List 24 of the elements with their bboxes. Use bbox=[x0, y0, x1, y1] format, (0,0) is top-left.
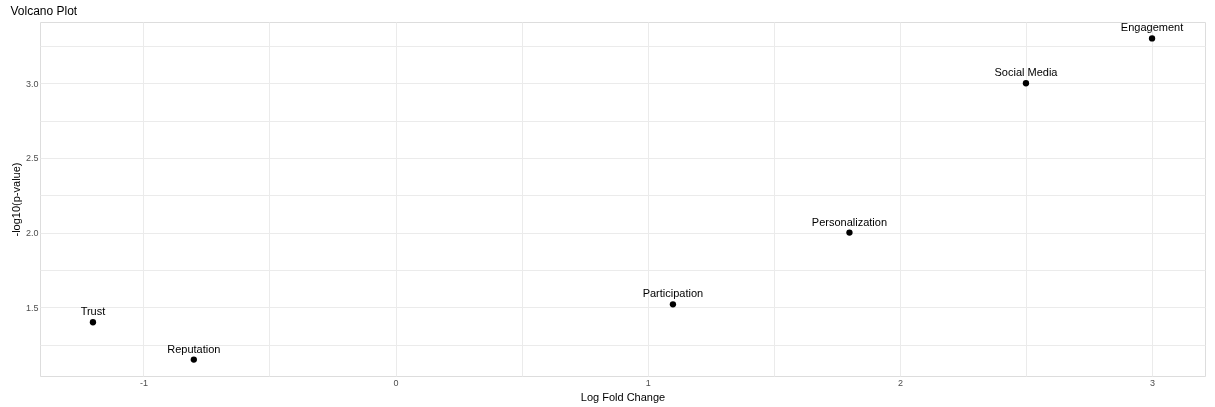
point bbox=[846, 229, 853, 236]
x-tick-label: 3 bbox=[1150, 377, 1156, 388]
chart-title: Volcano Plot bbox=[10, 4, 78, 18]
annotation: Personalization bbox=[811, 215, 888, 228]
annotation: Engagement bbox=[1120, 21, 1184, 34]
point bbox=[669, 301, 677, 308]
y-tick-label: 2.0 bbox=[25, 228, 39, 239]
annotation: Trust bbox=[80, 305, 106, 318]
point bbox=[89, 319, 97, 326]
y-tick-label: 2.5 bbox=[25, 153, 39, 164]
x-tick-label: 0 bbox=[393, 377, 399, 388]
point bbox=[190, 356, 197, 363]
annotation: Reputation bbox=[167, 342, 221, 355]
y-tick-label: 3.0 bbox=[25, 78, 39, 89]
x-axis-title: Log Fold Change bbox=[580, 390, 666, 403]
annotation: Social Media bbox=[994, 66, 1059, 79]
point bbox=[1148, 35, 1156, 42]
y-axis-title: -log10(p-value) bbox=[9, 162, 22, 237]
y-tick-label: 1.5 bbox=[25, 302, 39, 313]
point bbox=[1022, 80, 1030, 87]
annotation: Participation bbox=[642, 287, 704, 300]
x-tick-label: -1 bbox=[139, 377, 148, 388]
x-tick-label: 1 bbox=[645, 377, 651, 388]
x-tick-label: 2 bbox=[897, 377, 903, 388]
